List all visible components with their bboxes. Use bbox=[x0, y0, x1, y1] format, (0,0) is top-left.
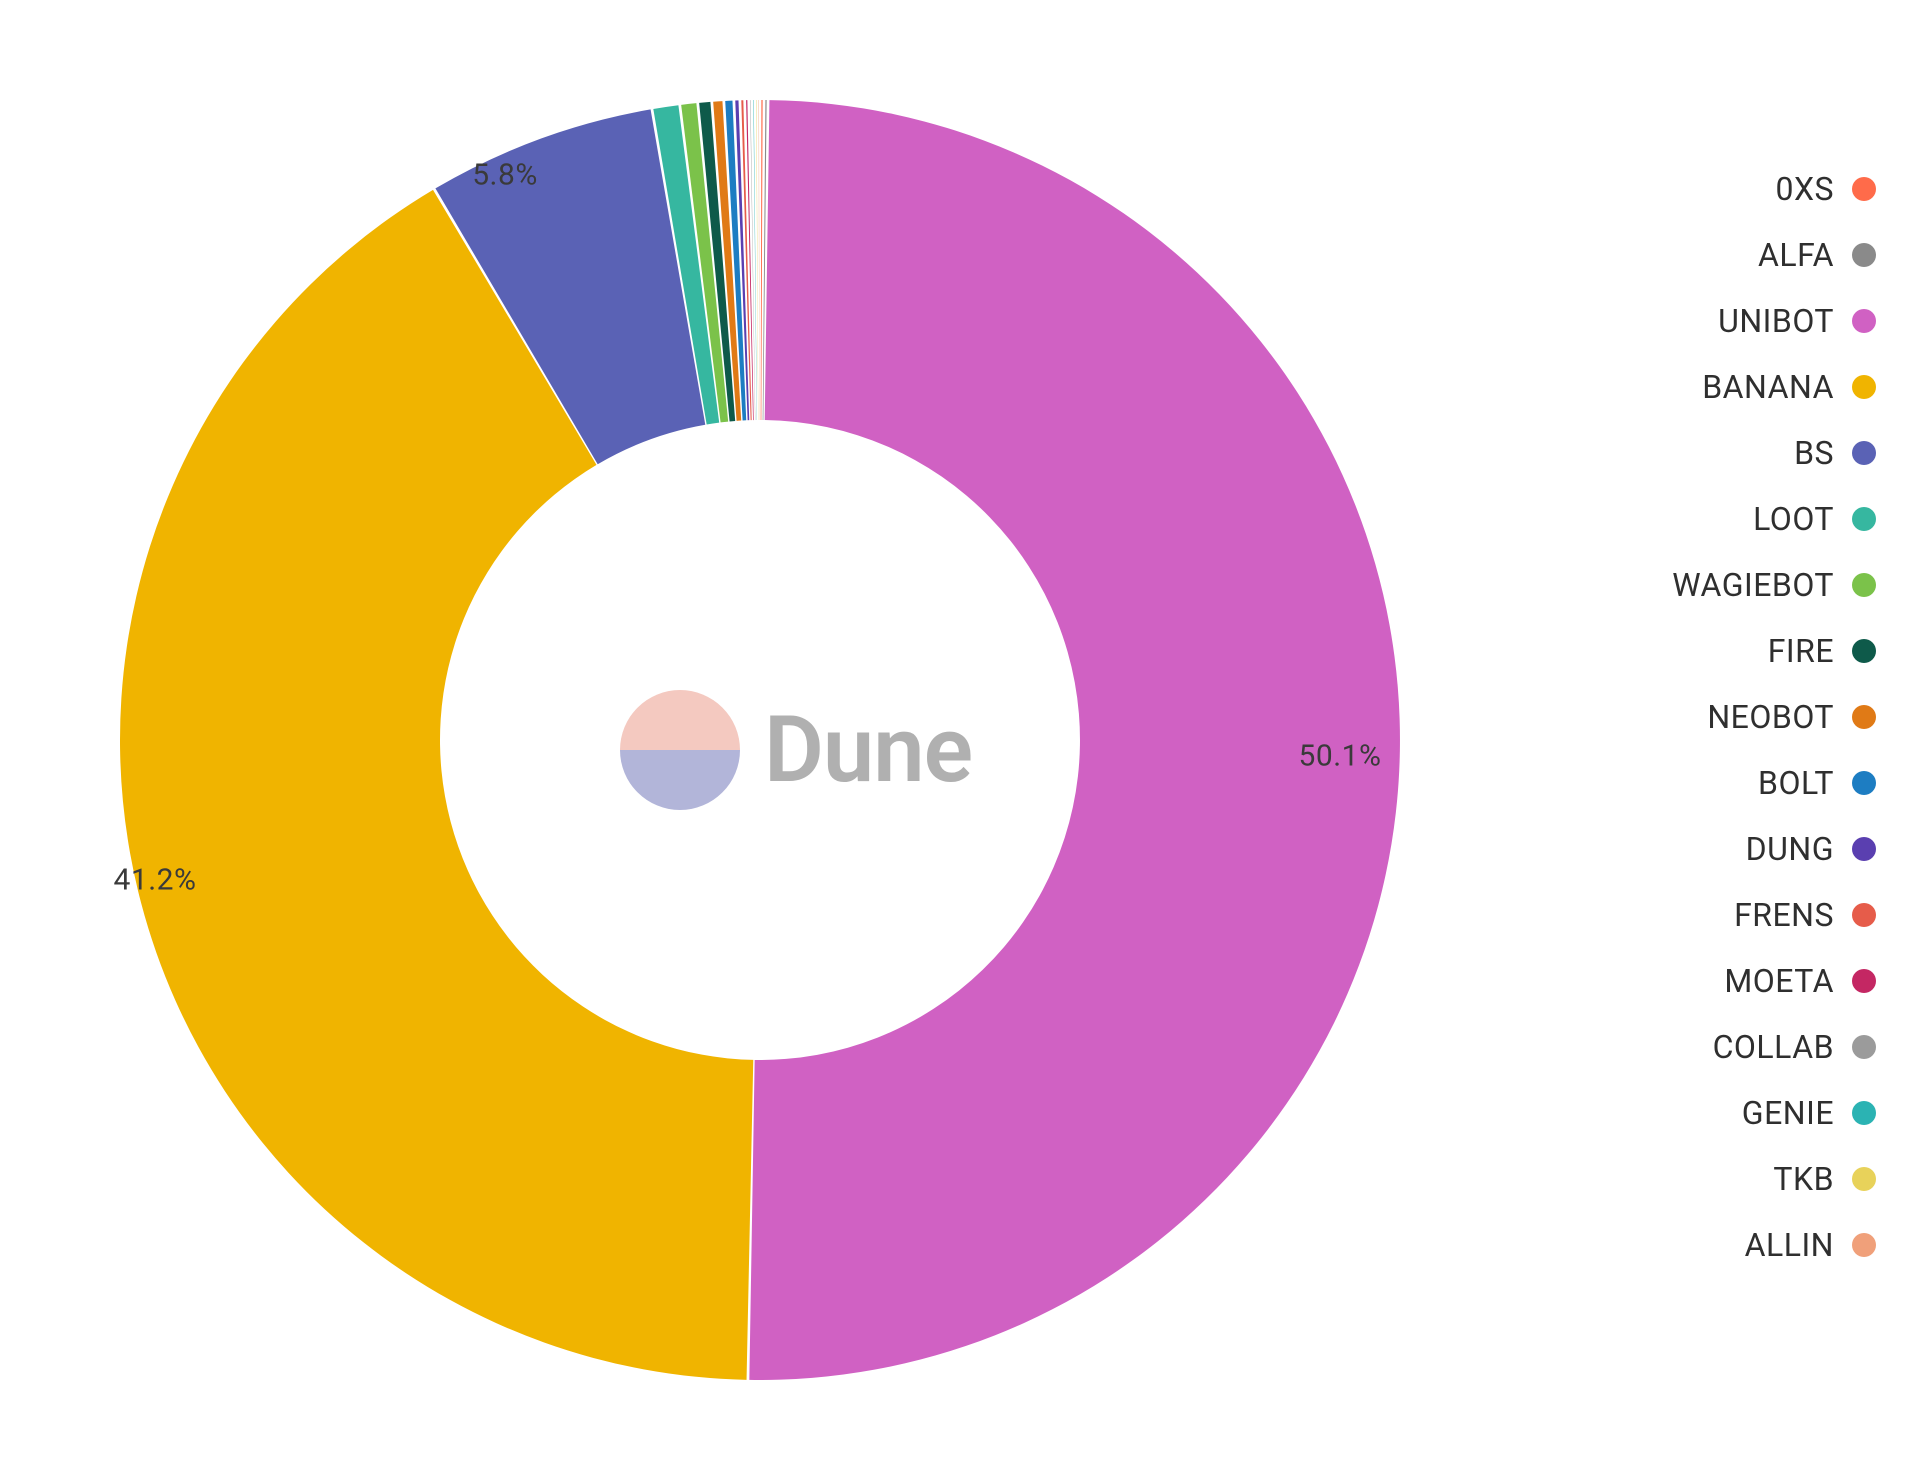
legend-label: BOLT bbox=[1758, 764, 1834, 802]
legend-dot-icon bbox=[1852, 1167, 1876, 1191]
legend-label: UNIBOT bbox=[1718, 302, 1834, 340]
legend-dot-icon bbox=[1852, 705, 1876, 729]
legend-label: ALFA bbox=[1758, 236, 1834, 274]
legend-dot-icon bbox=[1852, 573, 1876, 597]
legend-dot-icon bbox=[1852, 1233, 1876, 1257]
legend-dot-icon bbox=[1852, 903, 1876, 927]
legend-item-frens[interactable]: FRENS bbox=[1546, 896, 1876, 934]
legend-item-banana[interactable]: BANANA bbox=[1546, 368, 1876, 406]
slice-label-unibot: 50.1% bbox=[1299, 739, 1382, 774]
legend-label: DUNG bbox=[1746, 830, 1834, 868]
legend: 0XS ALFA UNIBOT BANANA BS LOOT WAGIEBOT FIRE NEO… bbox=[1546, 170, 1876, 1264]
legend-label: WAGIEBOT bbox=[1672, 566, 1834, 604]
legend-item-neobot[interactable]: NEOBOT bbox=[1546, 698, 1876, 736]
legend-label: TKB bbox=[1773, 1160, 1834, 1198]
donut-chart: Dune 50.1%41.2%5.8% bbox=[0, 0, 1520, 1480]
legend-item-0xs[interactable]: 0XS bbox=[1546, 170, 1876, 208]
legend-label: BS bbox=[1794, 434, 1834, 472]
legend-item-dung[interactable]: DUNG bbox=[1546, 830, 1876, 868]
legend-dot-icon bbox=[1852, 1035, 1876, 1059]
legend-dot-icon bbox=[1852, 969, 1876, 993]
legend-dot-icon bbox=[1852, 639, 1876, 663]
legend-label: FIRE bbox=[1768, 632, 1834, 670]
legend-item-fire[interactable]: FIRE bbox=[1546, 632, 1876, 670]
slice-label-bs: 5.8% bbox=[472, 158, 538, 193]
legend-item-alfa[interactable]: ALFA bbox=[1546, 236, 1876, 274]
slice-label-banana: 41.2% bbox=[114, 863, 197, 898]
legend-item-allin[interactable]: ALLIN bbox=[1546, 1226, 1876, 1264]
legend-dot-icon bbox=[1852, 507, 1876, 531]
legend-dot-icon bbox=[1852, 309, 1876, 333]
legend-label: COLLAB bbox=[1713, 1028, 1834, 1066]
donut-svg bbox=[0, 0, 1520, 1480]
slice-tkb[interactable] bbox=[756, 100, 758, 420]
slice-allin[interactable] bbox=[759, 100, 760, 420]
legend-dot-icon bbox=[1852, 1101, 1876, 1125]
legend-dot-icon bbox=[1852, 375, 1876, 399]
legend-item-collab[interactable]: COLLAB bbox=[1546, 1028, 1876, 1066]
legend-label: FRENS bbox=[1734, 896, 1834, 934]
legend-dot-icon bbox=[1852, 441, 1876, 465]
legend-label: 0XS bbox=[1775, 170, 1834, 208]
slice-0xs[interactable] bbox=[761, 100, 763, 420]
legend-label: MOETA bbox=[1724, 962, 1834, 1000]
legend-label: BANANA bbox=[1702, 368, 1834, 406]
legend-item-unibot[interactable]: UNIBOT bbox=[1546, 302, 1876, 340]
legend-item-loot[interactable]: LOOT bbox=[1546, 500, 1876, 538]
slice-genie[interactable] bbox=[753, 100, 757, 420]
chart-stage: Dune 50.1%41.2%5.8% 0XSALFAUNIBOTBANANAB… bbox=[0, 0, 1916, 1480]
legend-item-genie[interactable]: GENIE bbox=[1546, 1094, 1876, 1132]
legend-label: GENIE bbox=[1742, 1094, 1834, 1132]
legend-dot-icon bbox=[1852, 243, 1876, 267]
legend-dot-icon bbox=[1852, 771, 1876, 795]
legend-item-moeta[interactable]: MOETA bbox=[1546, 962, 1876, 1000]
legend-item-wagiebot[interactable]: WAGIEBOT bbox=[1546, 566, 1876, 604]
legend-item-bolt[interactable]: BOLT bbox=[1546, 764, 1876, 802]
legend-dot-icon bbox=[1852, 177, 1876, 201]
legend-label: ALLIN bbox=[1745, 1226, 1834, 1264]
legend-label: LOOT bbox=[1753, 500, 1834, 538]
legend-label: NEOBOT bbox=[1707, 698, 1834, 736]
legend-item-tkb[interactable]: TKB bbox=[1546, 1160, 1876, 1198]
legend-dot-icon bbox=[1852, 837, 1876, 861]
legend-item-bs[interactable]: BS bbox=[1546, 434, 1876, 472]
